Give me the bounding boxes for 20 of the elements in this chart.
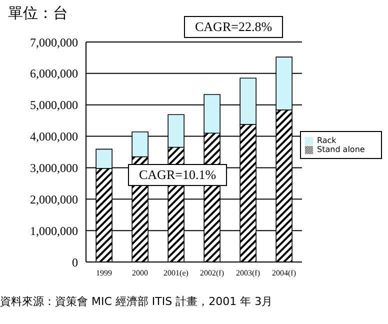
- source-note: 資料來源：資策會 MIC 經濟部 ITIS 計畫，2001 年 3月: [0, 294, 273, 309]
- x-tick-label: 2003(f): [236, 268, 260, 278]
- y-tick-label: 4,000,000: [30, 130, 78, 144]
- x-tick-label: 2004(f): [272, 268, 296, 278]
- text: CAGR=22.8%: [184, 16, 284, 38]
- legend-label: Rack: [317, 136, 336, 145]
- y-tick-label: 1,000,000: [30, 224, 78, 238]
- y-tick-label: 3,000,000: [30, 160, 78, 175]
- y-tick-label: 2,000,000: [30, 192, 78, 206]
- annotation: CAGR=10.1%: [128, 164, 228, 186]
- y-tick-label: 0: [72, 255, 78, 270]
- y-tick-label: 6,000,000: [30, 66, 78, 81]
- y-axis-title: 單位：台: [8, 4, 68, 23]
- y-tick-label: 7,000,000: [30, 35, 78, 50]
- legend-label: Stand alone: [317, 145, 365, 154]
- x-tick-label: 2002(f): [200, 268, 224, 278]
- y-tick-label: 5,000,000: [30, 98, 78, 112]
- x-tick-label: 1999: [96, 268, 112, 278]
- x-tick-label: 2000: [132, 268, 148, 278]
- x-tick-label: 2001(e): [164, 268, 189, 278]
